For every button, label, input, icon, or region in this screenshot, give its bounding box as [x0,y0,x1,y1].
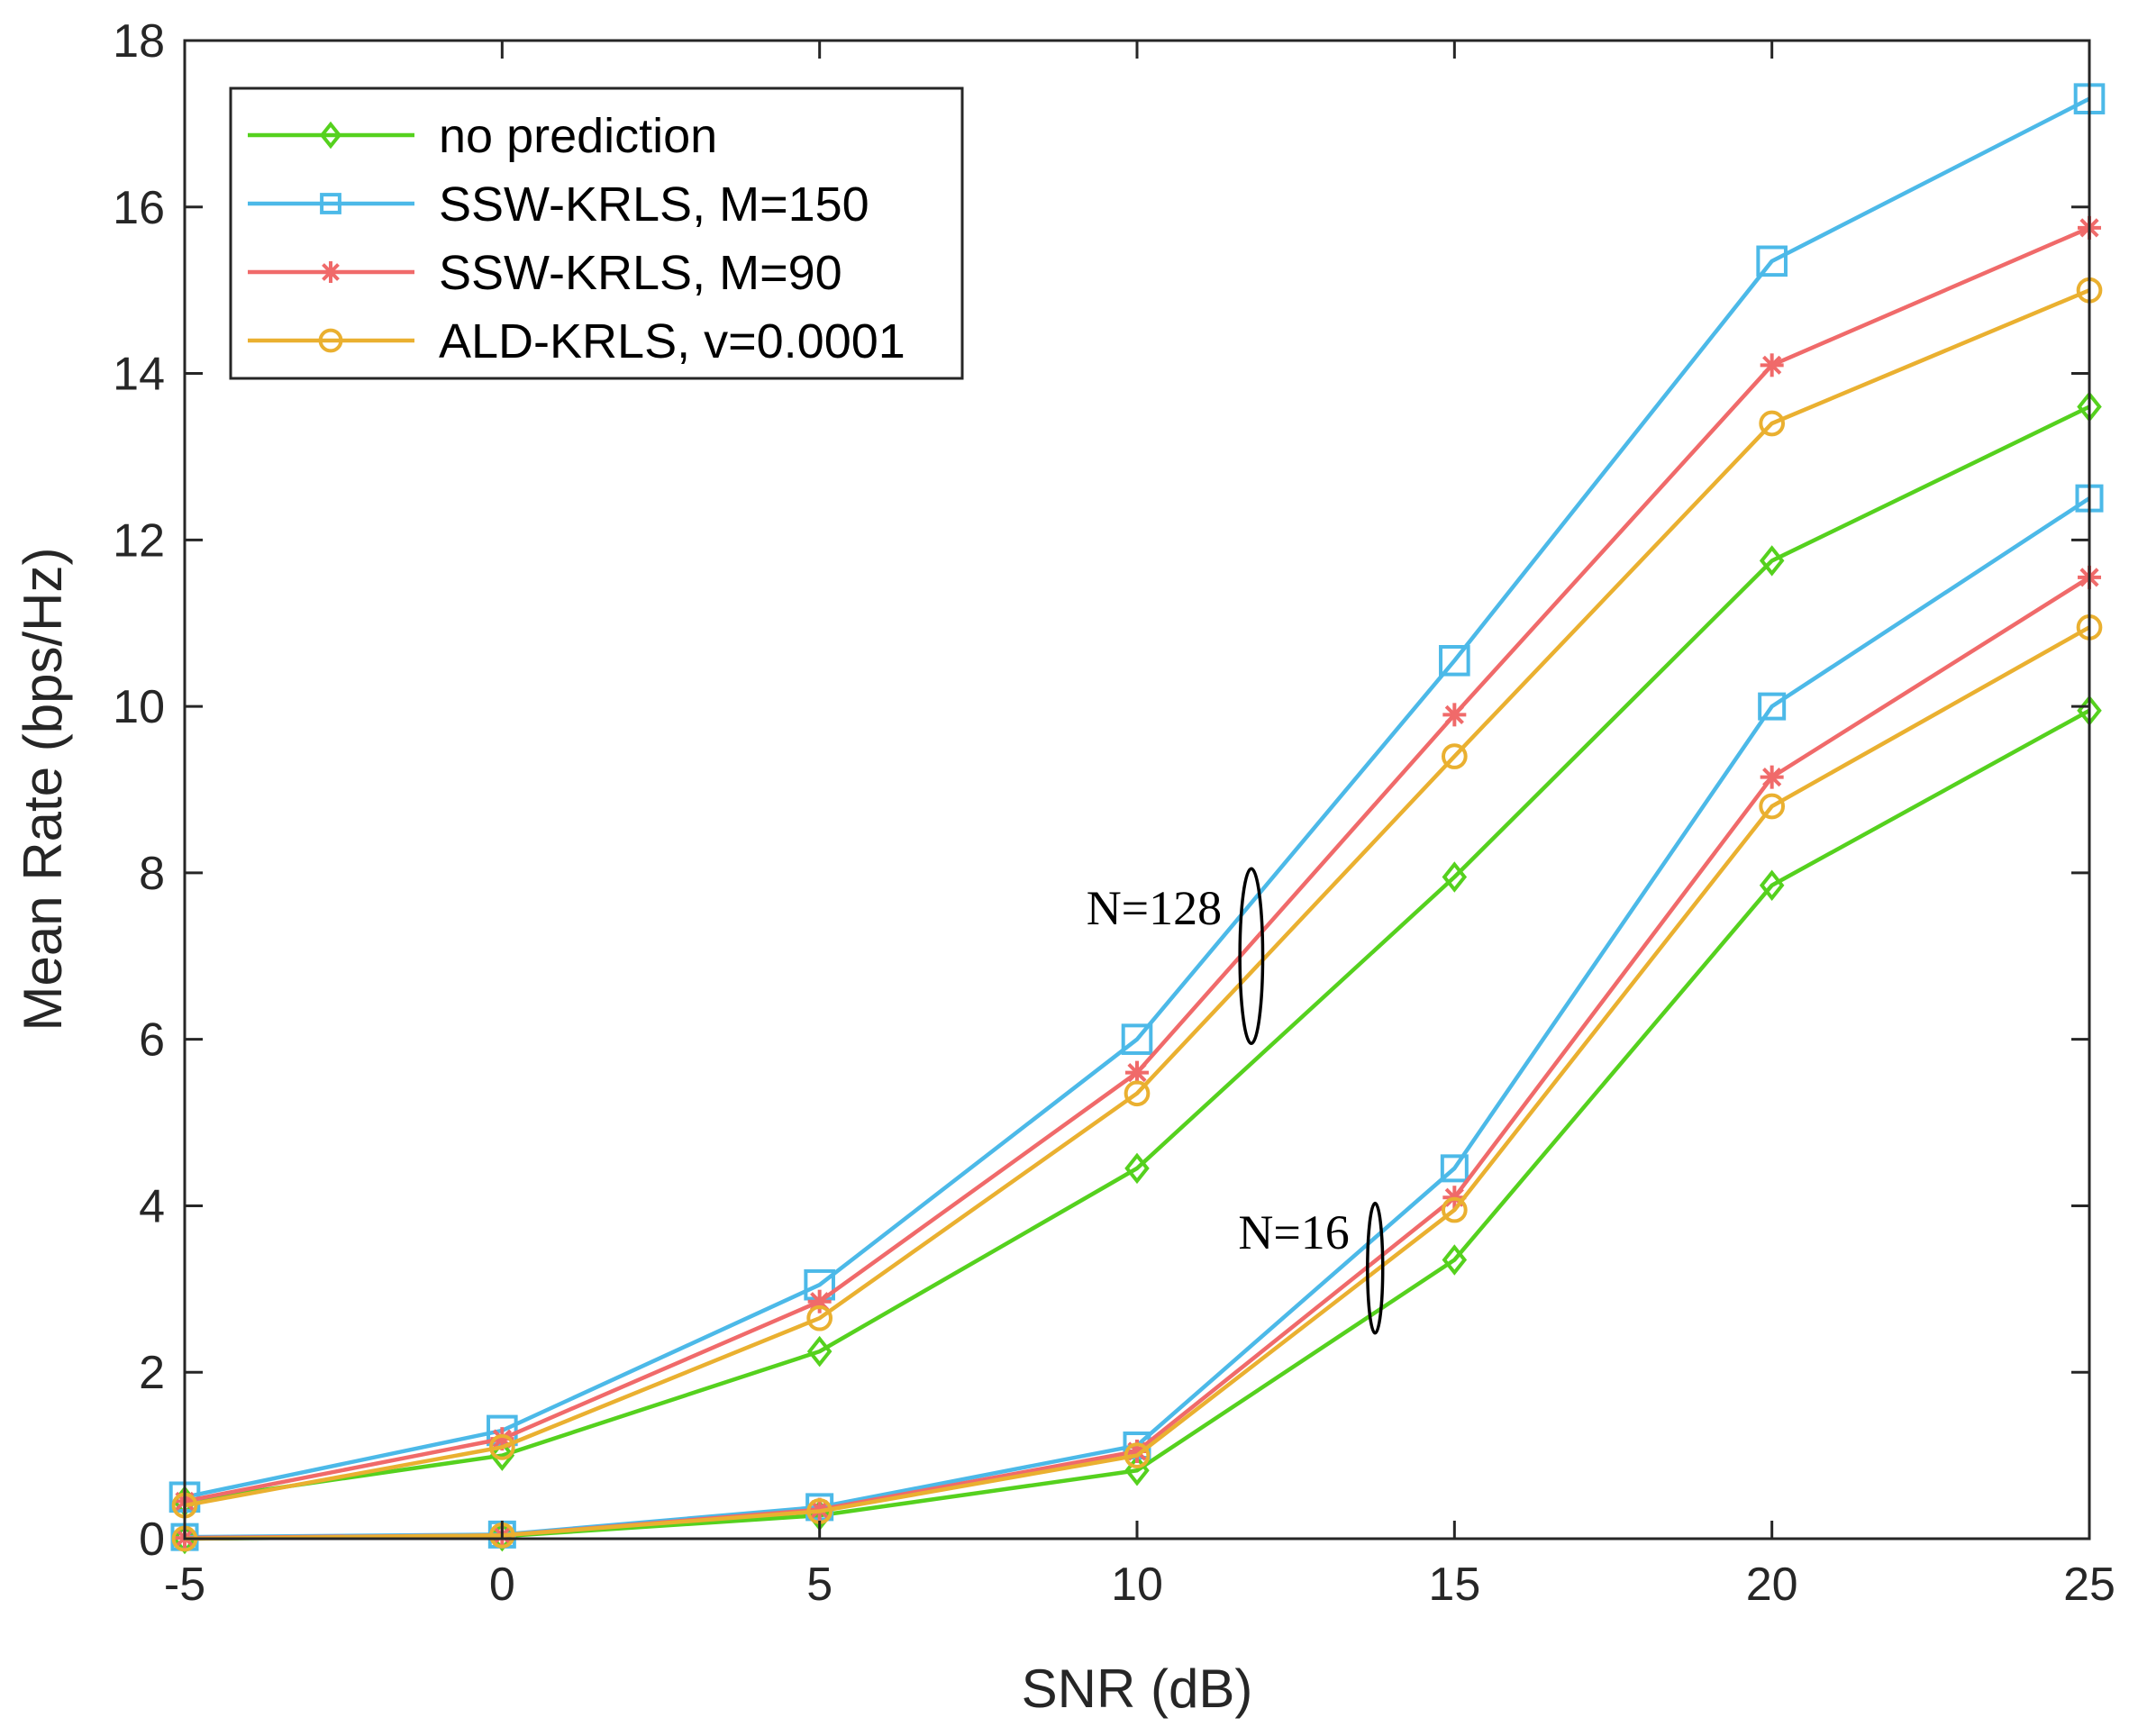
x-tick-label: 25 [2063,1559,2115,1611]
y-axis-title: Mean Rate (bps/Hz) [13,548,73,1032]
y-tick-label: 10 [113,681,165,733]
x-tick-label: 20 [1746,1559,1798,1611]
annotation-label: N=16 [1238,1205,1349,1259]
diamond-marker [1442,861,1468,893]
x-tick-label: 0 [489,1559,515,1611]
asterisk-stroke [322,263,340,281]
asterisk-marker [1125,1060,1149,1085]
asterisk-stroke [1762,768,1782,787]
asterisk-marker [1760,353,1784,377]
diamond-marker [1759,869,1785,901]
x-tick-label: 10 [1111,1559,1163,1611]
asterisk-stroke [1762,355,1782,375]
y-tick-label: 12 [113,514,165,567]
square-marker [1439,644,1470,677]
y-tick-label: 6 [139,1014,165,1067]
series-n-128-3 [171,277,2103,1519]
circle-marker [1441,1196,1468,1223]
legend-label: SSW-KRLS, M=90 [439,246,842,300]
series-line [184,404,2090,1504]
legend-label: no prediction [439,109,717,163]
y-tick-label: 16 [113,182,165,234]
circle-marker [488,1434,515,1460]
asterisk-stroke [1444,704,1464,724]
asterisk-marker [1442,703,1467,727]
diamond-marker [806,1335,832,1368]
annotation-ellipse [1366,1201,1385,1335]
diamond-marker [1442,1244,1468,1276]
asterisk-stroke [492,1429,512,1449]
legend-label: SSW-KRLS, M=150 [439,177,869,232]
legend: no prediction SSW-KRLS, M=150 SSW-KRLS, M=… [229,86,964,380]
y-tick-label: 4 [139,1180,165,1232]
diamond-marker [1759,545,1785,577]
square-marker [320,193,341,214]
circle-marker [1124,1080,1151,1107]
y-tick-label: 14 [113,349,165,401]
diamond-marker [1124,1152,1150,1185]
diamond-marker [489,1440,515,1471]
circle-marker [1441,743,1468,769]
y-tick-label: 18 [113,15,165,68]
annotation-layer: N=128 N=16 [1087,867,1385,1335]
x-tick-label: 15 [1428,1559,1480,1611]
legend-entry: ALD-KRLS, v=0.0001 [248,314,905,368]
legend-entry: no prediction [248,109,717,163]
circle-marker [318,328,343,353]
circle-marker [806,1304,833,1332]
square-marker [1440,1154,1469,1183]
x-axis-title: SNR (dB) [1022,1659,1253,1719]
annotation-ellipse [1238,867,1265,1046]
circle-marker [1759,410,1786,437]
legend-entry: SSW-KRLS, M=150 [248,177,869,232]
legend-box [229,86,964,380]
x-tick-label: 5 [806,1559,832,1611]
circle-marker [1759,793,1786,820]
series-layer [168,83,2106,1555]
square-marker [1756,245,1788,277]
series-line [184,288,2090,1508]
square-marker [1758,692,1787,721]
asterisk-stroke [1127,1063,1147,1083]
square-marker [1121,1023,1153,1055]
y-tick-label: 2 [139,1347,165,1399]
asterisk-marker [1760,765,1784,789]
asterisk-marker [320,261,341,283]
legend-entry: SSW-KRLS, M=90 [248,246,842,300]
y-tick-label: 8 [139,848,165,900]
annotation-label: N=128 [1087,881,1222,935]
y-tick-label: 0 [139,1513,165,1566]
circle-marker [1124,1442,1151,1468]
legend-label: ALD-KRLS, v=0.0001 [439,314,905,368]
x-tick-label: -5 [164,1559,205,1611]
diamond-marker [319,121,342,150]
